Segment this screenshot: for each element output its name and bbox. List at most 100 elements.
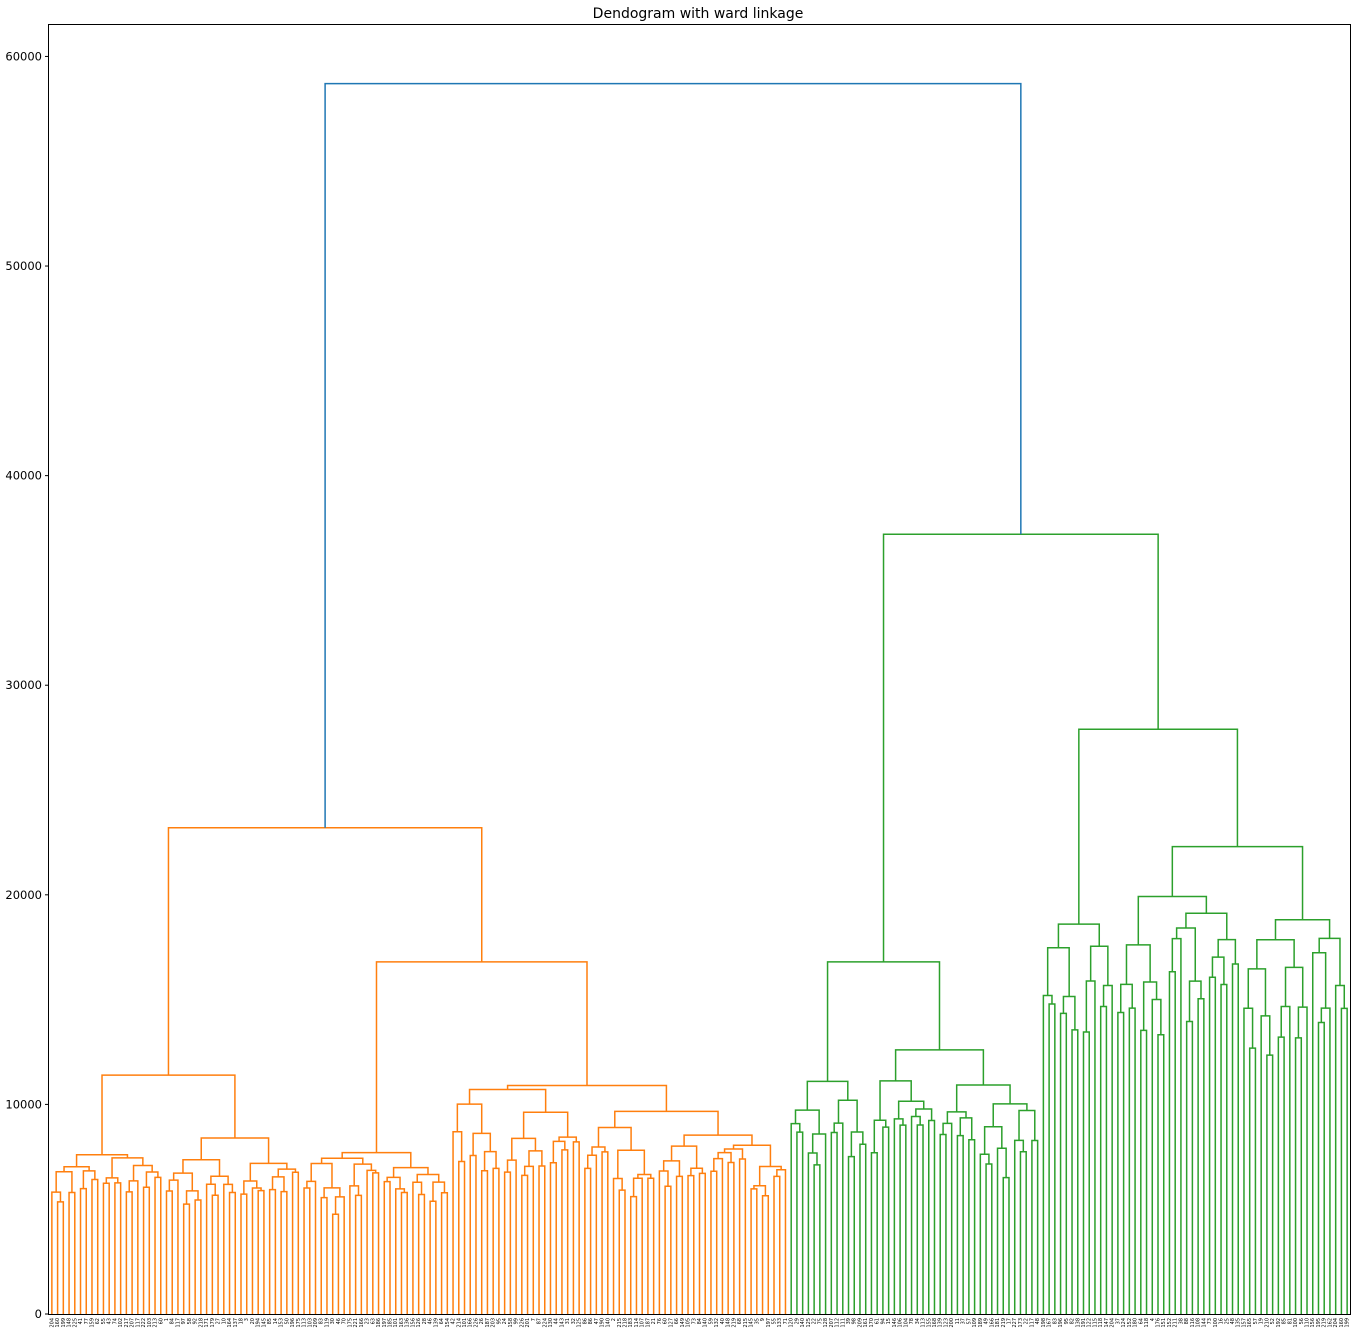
dendrogram-link <box>251 1187 262 1314</box>
leaf-label: 73 <box>1207 1318 1213 1324</box>
leaf-label: 186 <box>376 1318 382 1328</box>
dendrogram-link <box>1002 1176 1010 1314</box>
dendrogram-link <box>375 961 588 1153</box>
dendrogram-link <box>939 1133 947 1314</box>
leaf-label: 77 <box>84 1318 90 1324</box>
leaf-label: 9 <box>760 1318 766 1321</box>
leaf-label: 140 <box>800 1318 806 1328</box>
dendrogram-link <box>928 1119 936 1314</box>
leaf-label: 97 <box>181 1318 187 1324</box>
dendrogram-link <box>167 826 483 1076</box>
dendrogram-link <box>1140 1029 1148 1314</box>
leaf-label: 175 <box>296 1318 302 1328</box>
leaf-label: 138 <box>1075 1318 1081 1328</box>
leaf-label: 201 <box>525 1318 531 1328</box>
dendrogram-link <box>1117 1011 1125 1314</box>
dendrogram-link <box>612 1177 623 1314</box>
dendrogram-link <box>723 1148 744 1159</box>
dendrogram-link <box>416 1173 440 1183</box>
leaf-label: 118 <box>1144 1318 1150 1328</box>
dendrogram-link <box>383 1180 391 1314</box>
leaf-label: 59 <box>708 1318 714 1324</box>
leaf-label: 204 <box>1110 1318 1116 1328</box>
dendrogram-link <box>111 1157 144 1178</box>
dendrogram-link <box>1175 927 1197 982</box>
leaf-label: 211 <box>1173 1318 1179 1328</box>
dendrogram-link <box>687 1174 695 1314</box>
leaf-label: 52 <box>1270 1318 1276 1324</box>
leaf-label: 61 <box>875 1318 881 1324</box>
dendrogram-link <box>417 1193 426 1314</box>
leaf-label: 41 <box>78 1318 84 1324</box>
dendrogram-link <box>432 1181 446 1202</box>
leaf-label: 152 <box>1167 1318 1173 1328</box>
dendrogram-link <box>1284 966 1304 1008</box>
dendrogram-link <box>915 1108 933 1121</box>
dendrogram-link <box>882 533 1159 962</box>
dendrogram-link <box>56 1201 65 1314</box>
dendrogram-link <box>68 1191 76 1314</box>
leaf-label: 56 <box>1299 1318 1305 1324</box>
dendrogram-link <box>1334 984 1346 1314</box>
leaf-label: 187 <box>485 1318 491 1328</box>
leaf-label: 159 <box>89 1318 95 1328</box>
dendrogram-link <box>847 1155 855 1314</box>
leaf-label: 64 <box>1138 1318 1144 1324</box>
dendrogram-link <box>472 1132 492 1156</box>
dendrogram-link <box>1297 1006 1308 1314</box>
dendrogram-link <box>837 1099 858 1133</box>
dendrogram-link <box>753 1185 767 1196</box>
dendrogram-link <box>102 1182 110 1314</box>
leaf-label: 114 <box>634 1318 640 1328</box>
leaf-label: 180 <box>1133 1318 1139 1328</box>
leaf-label: 87 <box>537 1318 543 1324</box>
leaf-label: 37 <box>1115 1318 1121 1324</box>
dendrogram-link <box>632 1177 643 1314</box>
dendrogram-link <box>125 1191 133 1314</box>
leaf-label: 10 <box>221 1318 227 1324</box>
dendrogram-link <box>522 1111 569 1139</box>
leaf-label: 204 <box>1333 1318 1339 1328</box>
dendrogram-link <box>1312 952 1327 1314</box>
dendrogram-link <box>662 1160 681 1177</box>
leaf-label: 23 <box>365 1318 371 1324</box>
leaf-label: 219 <box>731 1318 737 1328</box>
leaf-label: 176 <box>1156 1318 1162 1328</box>
dendrogram-link <box>1256 938 1295 969</box>
leaf-label: 162 <box>1327 1318 1333 1328</box>
dendrogram-link <box>1042 994 1053 1314</box>
leaf-label: 83 <box>319 1318 325 1324</box>
x-axis: 204 160 199 148 225 41 77 159 62 55 43 74 102 217 207 1… <box>49 1318 1350 1328</box>
dendrogram-link <box>1057 923 1101 948</box>
dendrogram-link <box>323 1187 341 1198</box>
dendrogram-link <box>1317 1021 1325 1314</box>
dendrogram-link <box>1125 944 1151 985</box>
leaf-label: 148 <box>67 1318 73 1328</box>
dendrogram-link <box>1078 728 1239 925</box>
dendrogram-link <box>91 1178 99 1314</box>
leaf-label: 28 <box>422 1318 428 1324</box>
leaf-label: 137 <box>233 1318 239 1328</box>
leaf-label: 146 <box>892 1318 898 1328</box>
leaf-label: 196 <box>290 1318 296 1328</box>
leaf-label: 47 <box>594 1318 600 1324</box>
dendrogram-link <box>1171 845 1304 920</box>
leaf-label: 102 <box>118 1318 124 1328</box>
dendrogram-link <box>1019 1150 1027 1314</box>
dendrogram-link <box>354 1194 363 1314</box>
dendrogram-link <box>985 1163 993 1314</box>
leaf-label: 64 <box>439 1318 445 1324</box>
dendrogram-link <box>165 1190 173 1314</box>
dendrogram-link <box>670 1145 698 1169</box>
leaf-label: 49 <box>984 1318 990 1324</box>
leaf-label: 219 <box>1322 1318 1328 1328</box>
leaf-label: 101 <box>393 1318 399 1328</box>
leaf-label: 63 <box>370 1318 376 1324</box>
y-tick-label: 0 <box>35 1307 42 1321</box>
y-tick-label: 60000 <box>5 49 42 63</box>
dendrogram-link <box>1280 1005 1291 1314</box>
dendrogram-link <box>392 1166 429 1178</box>
dendrogram-link <box>353 1163 373 1186</box>
leaf-label: 158 <box>508 1318 514 1328</box>
dendrogram-link <box>528 1150 543 1167</box>
